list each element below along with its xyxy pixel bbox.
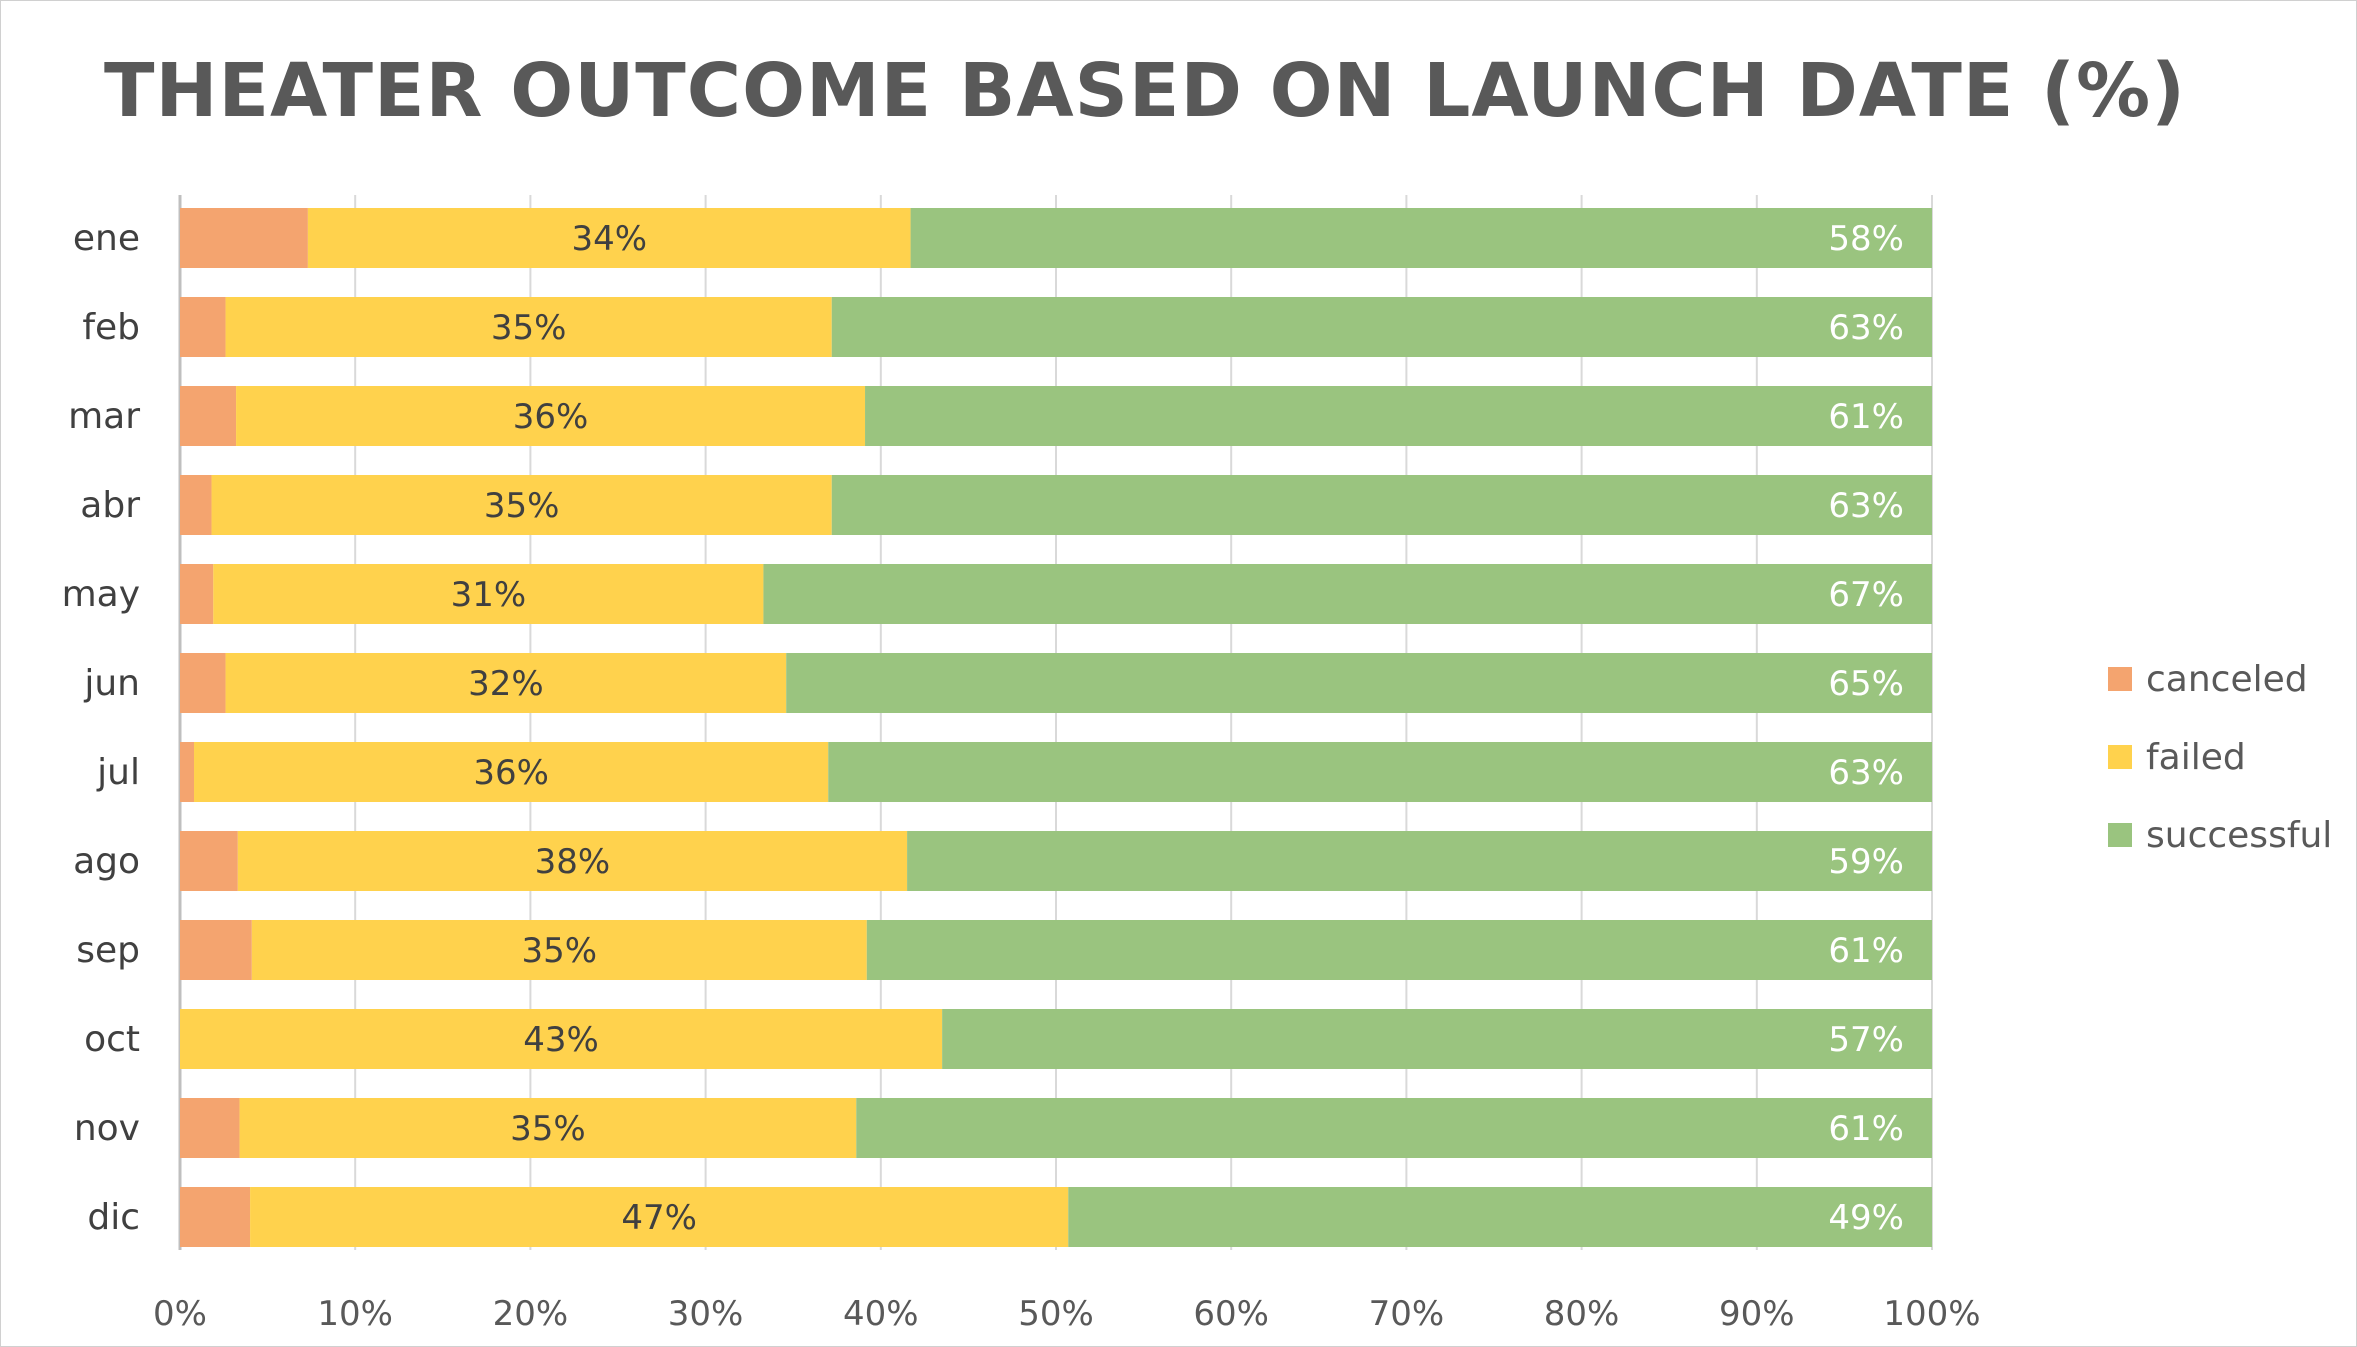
x-tick-label: 40% (843, 1294, 919, 1334)
bar-canceled (180, 386, 237, 446)
bar-successful (865, 386, 1932, 446)
bar-failed (194, 742, 829, 802)
category-label: jun (83, 663, 140, 704)
data-label-successful: 63% (1828, 753, 1904, 793)
category-label: feb (82, 307, 140, 348)
chart-legend: canceled failed successful (2108, 640, 2332, 874)
legend-item-successful: successful (2108, 796, 2332, 874)
bar-failed (213, 564, 764, 624)
bar-successful (907, 831, 1932, 891)
x-tick-label: 70% (1369, 1294, 1445, 1334)
legend-label: failed (2146, 736, 2246, 778)
category-label: mar (68, 396, 140, 437)
data-label-successful: 65% (1828, 664, 1904, 704)
x-tick-label: 10% (317, 1294, 393, 1334)
category-label: ene (73, 218, 140, 259)
data-label-successful: 57% (1828, 1020, 1904, 1060)
bar-successful (831, 297, 1932, 357)
bar-failed (307, 208, 911, 268)
bar-successful (856, 1098, 1932, 1158)
data-label-failed: 35% (484, 486, 560, 526)
category-label: jul (96, 752, 140, 793)
data-label-successful: 59% (1828, 842, 1904, 882)
bar-canceled (180, 831, 238, 891)
x-tick-label: 100% (1883, 1294, 1980, 1334)
category-label: ago (73, 841, 140, 882)
data-label-successful: 61% (1828, 397, 1904, 437)
bar-successful (866, 920, 1933, 980)
bar-successful (1068, 1187, 1932, 1247)
data-label-failed: 31% (451, 575, 527, 615)
bar-successful (910, 208, 1932, 268)
data-label-failed: 35% (522, 931, 598, 971)
bar-failed (250, 1187, 1069, 1247)
data-label-failed: 38% (535, 842, 611, 882)
bar-failed (251, 920, 867, 980)
chart-title: THEATER OUTCOME BASED ON LAUNCH DATE (%) (104, 48, 2186, 134)
legend-item-canceled: canceled (2108, 640, 2332, 718)
bar-successful (786, 653, 1932, 713)
bar-failed (225, 297, 832, 357)
bar-canceled (180, 475, 212, 535)
legend-label: successful (2146, 814, 2333, 856)
data-label-successful: 61% (1828, 1109, 1904, 1149)
data-label-failed: 35% (510, 1109, 586, 1149)
category-label: dic (87, 1197, 140, 1238)
data-label-successful: 67% (1828, 575, 1904, 615)
bar-canceled (180, 208, 308, 268)
bar-canceled (180, 742, 195, 802)
data-label-failed: 43% (523, 1020, 599, 1060)
data-label-failed: 34% (571, 219, 647, 259)
bar-canceled (180, 297, 226, 357)
bar-failed (239, 1098, 857, 1158)
bar-successful (831, 475, 1932, 535)
bar-successful (763, 564, 1932, 624)
bar-canceled (180, 1187, 251, 1247)
x-tick-label: 80% (1544, 1294, 1620, 1334)
x-tick-label: 60% (1193, 1294, 1269, 1334)
bar-failed (236, 386, 866, 446)
data-label-successful: 49% (1828, 1198, 1904, 1238)
bar-successful (828, 742, 1932, 802)
category-label: sep (76, 930, 140, 971)
x-tick-label: 20% (493, 1294, 569, 1334)
data-label-failed: 36% (473, 753, 549, 793)
bar-failed (180, 1009, 943, 1069)
bar-failed (211, 475, 832, 535)
bar-failed (237, 831, 908, 891)
legend-swatch (2108, 745, 2132, 769)
x-tick-label: 30% (668, 1294, 744, 1334)
legend-item-failed: failed (2108, 718, 2332, 796)
x-tick-label: 0% (153, 1294, 207, 1334)
category-label: oct (84, 1019, 140, 1060)
bar-canceled (180, 1098, 240, 1158)
data-label-failed: 36% (513, 397, 589, 437)
data-label-failed: 47% (621, 1198, 697, 1238)
legend-label: canceled (2146, 658, 2308, 700)
data-label-successful: 63% (1828, 308, 1904, 348)
category-label: nov (74, 1108, 140, 1149)
category-label: abr (80, 485, 140, 526)
data-label-successful: 63% (1828, 486, 1904, 526)
legend-swatch (2108, 823, 2132, 847)
data-label-successful: 58% (1828, 219, 1904, 259)
category-label: may (62, 574, 140, 615)
x-tick-label: 90% (1719, 1294, 1795, 1334)
legend-swatch (2108, 667, 2132, 691)
x-tick-label: 50% (1018, 1294, 1094, 1334)
data-label-failed: 32% (468, 664, 544, 704)
bar-canceled (180, 920, 252, 980)
bar-canceled (180, 653, 226, 713)
bar-failed (225, 653, 787, 713)
bar-canceled (180, 564, 214, 624)
bar-successful (942, 1009, 1932, 1069)
data-label-successful: 61% (1828, 931, 1904, 971)
data-label-failed: 35% (491, 308, 567, 348)
